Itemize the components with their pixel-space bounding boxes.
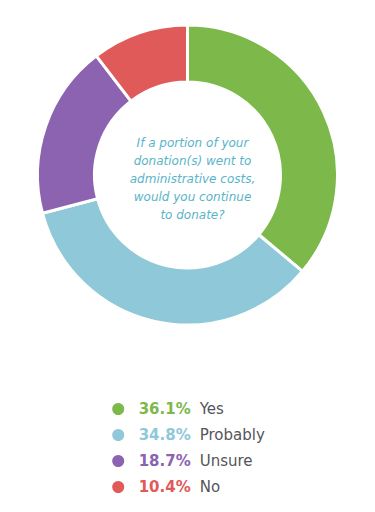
svg-text:Unsure: Unsure (200, 452, 253, 470)
svg-text:to donate?: to donate? (160, 208, 225, 222)
svg-text:Yes: Yes (199, 400, 224, 418)
svg-text:If a portion of your: If a portion of your (137, 136, 250, 150)
svg-text:would you continue: would you continue (134, 190, 252, 204)
svg-text:No: No (200, 478, 220, 496)
svg-text:administrative costs,: administrative costs, (130, 172, 255, 186)
svg-text:36.1%: 36.1% (139, 400, 191, 418)
svg-text:10.4%: 10.4% (139, 478, 191, 496)
svg-text:18.7%: 18.7% (139, 452, 191, 470)
svg-text:34.8%: 34.8% (139, 426, 191, 444)
svg-text:donation(s) went to: donation(s) went to (134, 154, 252, 168)
svg-text:Probably: Probably (200, 426, 265, 444)
